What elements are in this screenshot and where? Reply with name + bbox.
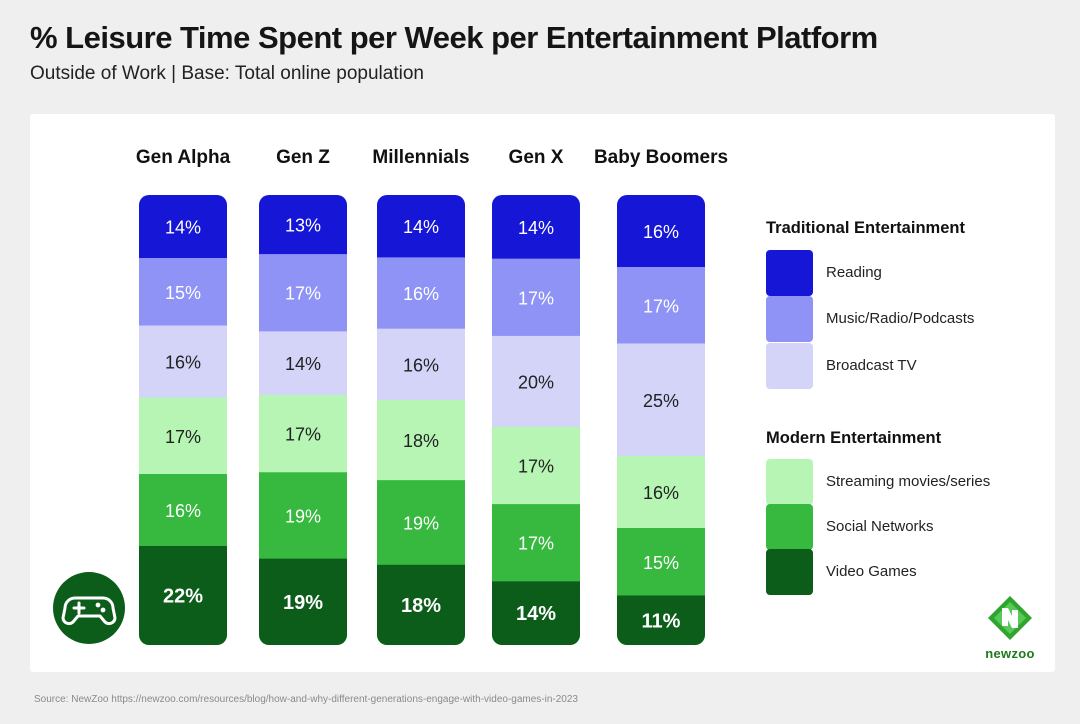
bar-segment (139, 325, 227, 399)
bar-segment (617, 343, 705, 457)
data-label: 17% (165, 427, 201, 447)
category-label: Gen Alpha (136, 147, 231, 168)
data-label: 22% (163, 586, 203, 608)
legend-label: Streaming movies/series (826, 473, 991, 490)
data-label: 25% (643, 391, 679, 411)
bar-segment (139, 397, 227, 475)
data-label: 19% (403, 513, 439, 533)
bar-segment (492, 426, 580, 505)
stacked-bar (139, 195, 227, 645)
legend-label: Music/Radio/Podcasts (826, 310, 975, 327)
data-label: 14% (516, 603, 556, 625)
bar-segment (617, 528, 705, 597)
page-title: % Leisure Time Spent per Week per Entert… (30, 20, 878, 55)
bar-segment (492, 195, 580, 260)
bar-segment (259, 254, 347, 332)
chart-card: Gen Alpha 14% 15% 16% 17% 16% 22% Gen Z 13% 17% 14… (30, 114, 1055, 672)
legend-swatch (766, 459, 813, 505)
gamepad-icon (53, 572, 125, 644)
bar-segment (259, 331, 347, 396)
bar-segment (492, 504, 580, 582)
data-label: 16% (165, 353, 201, 373)
legend-heading-traditional: Traditional Entertainment (766, 219, 965, 237)
data-label: 13% (285, 216, 321, 236)
data-label: 16% (403, 355, 439, 375)
newzoo-logo-icon: newzoo (978, 594, 1042, 664)
data-label: 16% (643, 222, 679, 242)
legend-label: Broadcast TV (826, 357, 917, 374)
bar-segment (377, 564, 465, 645)
data-label: 11% (642, 610, 681, 632)
bar-segment (139, 546, 227, 645)
bar-segment (492, 581, 580, 645)
stacked-bar (259, 195, 347, 645)
bar-segment (377, 480, 465, 566)
data-label: 16% (403, 284, 439, 304)
data-label: 20% (518, 372, 554, 392)
stacked-bar (492, 195, 580, 645)
data-label: 19% (283, 592, 323, 614)
legend-swatch (766, 549, 813, 595)
bar-segment (617, 456, 705, 529)
data-label: 17% (518, 456, 554, 476)
bar-segment (377, 195, 465, 258)
legend-swatch (766, 250, 813, 296)
data-label: 14% (403, 217, 439, 237)
source-note: Source: NewZoo https://newzoo.com/resour… (34, 694, 578, 705)
legend-swatch (766, 343, 813, 389)
data-label: 15% (165, 283, 201, 303)
bar-segment (617, 595, 705, 645)
bar-segment (617, 267, 705, 345)
bar-segment (617, 195, 705, 268)
bar-segment (139, 474, 227, 547)
data-label: 14% (285, 354, 321, 374)
data-label: 17% (643, 296, 679, 316)
data-label: 17% (518, 534, 554, 554)
bar-segment (377, 399, 465, 481)
bar-segment (492, 258, 580, 337)
bar-segment (259, 195, 347, 255)
legend-heading-modern: Modern Entertainment (766, 429, 942, 447)
bar-segment (377, 257, 465, 330)
stacked-bar (377, 195, 465, 645)
page-subtitle: Outside of Work | Base: Total online pop… (30, 63, 424, 84)
stacked-bar (617, 195, 705, 645)
bar-segment (139, 195, 227, 259)
category-label: Gen X (509, 147, 564, 168)
stacked-bar-chart: Gen Alpha 14% 15% 16% 17% 16% 22% Gen Z 13% 17% 14… (136, 147, 728, 645)
bar-segment (492, 335, 580, 428)
bar-segment (259, 472, 347, 560)
logo-text: newzoo (985, 646, 1035, 661)
legend-label: Social Networks (826, 518, 934, 535)
data-label: 17% (518, 288, 554, 308)
data-label: 15% (643, 553, 679, 573)
data-label: 17% (285, 425, 321, 445)
data-label: 14% (518, 218, 554, 238)
data-label: 16% (165, 501, 201, 521)
data-label: 19% (285, 506, 321, 526)
category-label: Gen Z (276, 147, 330, 168)
data-label: 18% (401, 595, 441, 617)
category-label: Millennials (372, 147, 469, 168)
bar-segment (139, 258, 227, 327)
bar-segment (377, 328, 465, 401)
category-label: Baby Boomers (594, 147, 728, 168)
bar-segment (259, 558, 347, 645)
legend-label: Video Games (826, 563, 917, 580)
legend-label: Reading (826, 264, 882, 281)
legend-swatch (766, 296, 813, 342)
data-label: 16% (643, 483, 679, 503)
data-label: 14% (165, 218, 201, 238)
legend-swatch (766, 504, 813, 550)
data-label: 17% (285, 284, 321, 304)
bar-segment (259, 395, 347, 473)
data-label: 18% (403, 431, 439, 451)
